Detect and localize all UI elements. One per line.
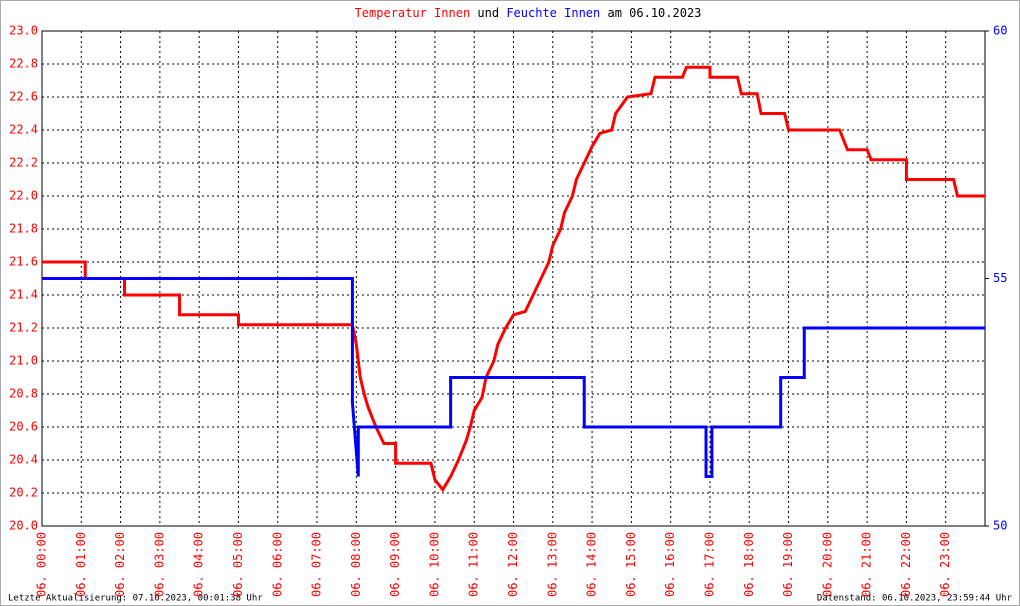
x-tick-label: 06. 22:00 [899, 532, 913, 597]
y-tick-label: 21.4 [9, 288, 38, 302]
footer-left: Letzte Aktualisierung: 07.10.2023, 00:01… [8, 594, 263, 604]
y2-tick-label: 60 [993, 24, 1007, 38]
x-tick-label: 06. 14:00 [585, 532, 599, 597]
footer-right: Datenstand: 06.10.2023, 23:59:44 Uhr [817, 594, 1013, 604]
x-tick-label: 06. 02:00 [113, 532, 127, 597]
x-tick-label: 06. 20:00 [820, 532, 834, 597]
x-tick-label: 06. 09:00 [388, 532, 402, 597]
y-tick-label: 22.8 [9, 57, 38, 71]
x-tick-label: 06. 15:00 [624, 532, 638, 597]
x-tick-label: 06. 03:00 [152, 532, 166, 597]
x-tick-label: 06. 06:00 [270, 532, 284, 597]
x-tick-label: 06. 18:00 [742, 532, 756, 597]
y2-tick-label: 50 [993, 519, 1007, 533]
title-joiner: und [477, 6, 499, 20]
x-tick-label: 06. 00:00 [35, 532, 49, 597]
y-tick-label: 20.0 [9, 519, 38, 533]
x-tick-label: 06. 11:00 [467, 532, 481, 597]
y-tick-label: 20.2 [9, 486, 38, 500]
title-series-2: Feuchte Innen [506, 6, 600, 20]
y-tick-label: 22.2 [9, 156, 38, 170]
x-tick-label: 06. 01:00 [74, 532, 88, 597]
y-tick-label: 21.8 [9, 222, 38, 236]
title-date: am 06.10.2023 [607, 6, 701, 20]
y-tick-label: 21.0 [9, 354, 38, 368]
x-tick-label: 06. 21:00 [860, 532, 874, 597]
title-series-1: Temperatur Innen [355, 6, 471, 20]
x-tick-label: 06. 10:00 [427, 532, 441, 597]
x-tick-label: 06. 13:00 [545, 532, 559, 597]
x-tick-label: 06. 04:00 [192, 532, 206, 597]
x-tick-label: 06. 23:00 [938, 532, 952, 597]
y-tick-label: 20.6 [9, 420, 38, 434]
x-tick-label: 06. 17:00 [702, 532, 716, 597]
y-tick-label: 20.8 [9, 387, 38, 401]
x-tick-label: 06. 19:00 [781, 532, 795, 597]
x-tick-label: 06. 16:00 [663, 532, 677, 597]
x-tick-label: 06. 12:00 [506, 532, 520, 597]
chart-title: Temperatur Innen und Feuchte Innen am 06… [355, 6, 702, 20]
y-tick-label: 23.0 [9, 24, 38, 38]
y-tick-label: 21.2 [9, 321, 38, 335]
y2-tick-label: 55 [993, 271, 1007, 285]
y-tick-label: 22.6 [9, 90, 38, 104]
x-tick-label: 06. 05:00 [231, 532, 245, 597]
data-line [42, 277, 985, 478]
y-tick-label: 21.6 [9, 255, 38, 269]
x-tick-label: 06. 07:00 [310, 532, 324, 597]
y-tick-label: 22.4 [9, 123, 38, 137]
x-tick-label: 06. 08:00 [349, 532, 363, 597]
y-tick-label: 20.4 [9, 453, 38, 467]
data-line [42, 65, 985, 493]
y-tick-label: 22.0 [9, 189, 38, 203]
